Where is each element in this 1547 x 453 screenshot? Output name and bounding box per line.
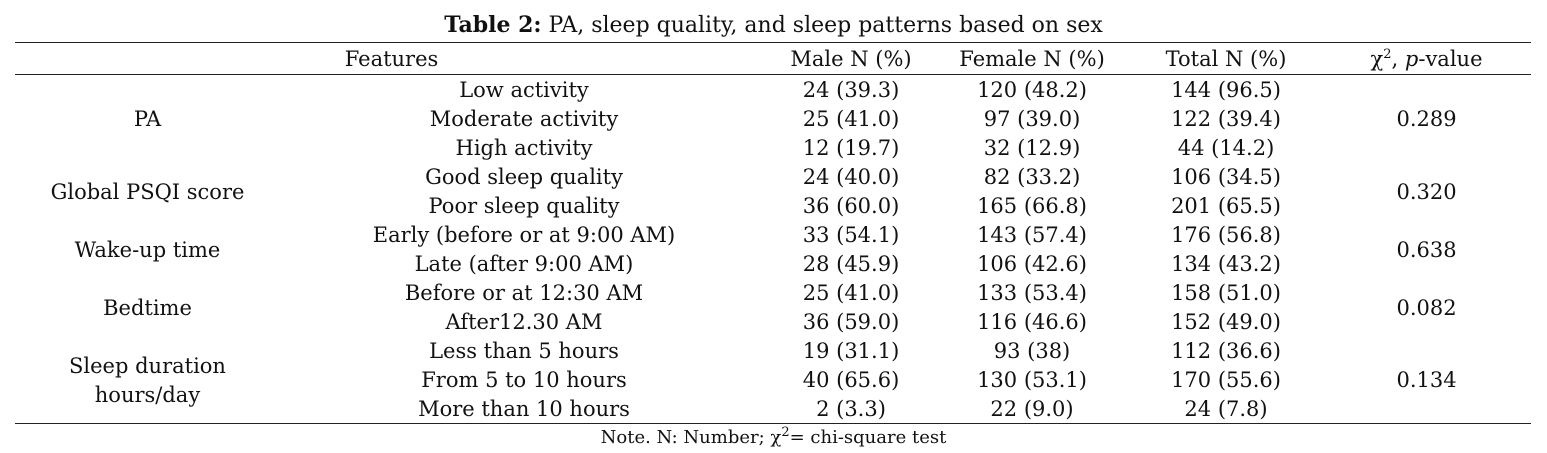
group-label-psqi: Global PSQI score xyxy=(50,179,245,204)
male-cell: 25 (41.0) xyxy=(802,107,900,131)
male-cell: 28 (45.9) xyxy=(802,252,900,276)
table-row: Bedtime Before or at 12:30 AM 25 (41.0) … xyxy=(15,279,1531,320)
female-cell: 106 (42.6) xyxy=(977,252,1087,276)
feature-cell: Moderate activity xyxy=(429,107,619,131)
top-rule xyxy=(15,42,1531,43)
table-row: After12.30 AM 36 (59.0) 116 (46.6) 152 (… xyxy=(15,308,1531,337)
header-chi-square: χ2, p-value xyxy=(1322,44,1531,74)
table-row: Moderate activity 25 (41.0) 97 (39.0) 12… xyxy=(15,105,1531,134)
table-row: PA Low activity 24 (39.3) 120 (48.2) 144… xyxy=(15,76,1531,131)
p-value-wake-up: 0.638 xyxy=(1396,237,1457,262)
total-cell: 201 (65.5) xyxy=(1171,194,1281,218)
male-cell: 2 (3.3) xyxy=(816,397,886,421)
p-value-psqi: 0.320 xyxy=(1396,179,1457,204)
male-cell: 33 (54.1) xyxy=(802,223,900,247)
male-cell: 24 (39.3) xyxy=(802,78,900,102)
female-cell: 93 (38) xyxy=(993,339,1071,363)
female-cell: 82 (33.2) xyxy=(983,165,1081,189)
female-cell: 143 (57.4) xyxy=(977,223,1087,247)
group-label-sleep-duration-text: Sleep duration hours/day xyxy=(69,353,226,407)
total-cell: 144 (96.5) xyxy=(1171,78,1281,102)
results-table: Features Male N (%) Female N (%) Total N… xyxy=(15,44,1531,424)
p-value-sleep-duration: 0.134 xyxy=(1396,368,1457,392)
feature-cell: Early (before or at 9:00 AM) xyxy=(372,223,676,247)
male-cell: 24 (40.0) xyxy=(802,165,900,189)
total-cell: 176 (56.8) xyxy=(1171,223,1281,247)
male-cell: 40 (65.6) xyxy=(802,368,900,392)
female-cell: 120 (48.2) xyxy=(977,78,1087,102)
table-row: Wake-up time Early (before or at 9:00 AM… xyxy=(15,221,1531,262)
table-row: Sleep duration hours/day Less than 5 hou… xyxy=(15,337,1531,407)
table-caption-label: Table 2: xyxy=(444,12,542,38)
total-cell: 24 (7.8) xyxy=(1184,397,1268,421)
note-suffix: = chi-square test xyxy=(789,427,947,448)
group-label-sleep-duration: Sleep duration hours/day xyxy=(15,337,280,424)
female-cell: 22 (9.0) xyxy=(990,397,1074,421)
female-cell: 130 (53.1) xyxy=(977,368,1087,392)
group-label-bedtime: Bedtime xyxy=(103,295,192,320)
feature-cell: Poor sleep quality xyxy=(428,194,620,218)
header-total: Total N (%) xyxy=(1165,47,1287,71)
table-row: More than 10 hours 2 (3.3) 22 (9.0) 24 (… xyxy=(15,395,1531,424)
female-cell: 133 (53.4) xyxy=(977,281,1087,305)
table-row: High activity 12 (19.7) 32 (12.9) 44 (14… xyxy=(15,134,1531,163)
table-row: Poor sleep quality 36 (60.0) 165 (66.8) … xyxy=(15,192,1531,221)
total-cell: 134 (43.2) xyxy=(1171,252,1281,276)
feature-cell: Less than 5 hours xyxy=(429,339,619,363)
bottom-rule xyxy=(15,423,1531,424)
feature-cell: After12.30 AM xyxy=(445,310,603,334)
header-female: Female N (%) xyxy=(959,47,1105,71)
table-note: Note. N: Number; χ2= chi-square test xyxy=(0,426,1547,450)
female-cell: 165 (66.8) xyxy=(977,194,1087,218)
feature-cell: Low activity xyxy=(459,78,589,102)
header-features: Features xyxy=(344,47,439,71)
female-cell: 32 (12.9) xyxy=(983,136,1081,160)
feature-cell: Late (after 9:00 AM) xyxy=(414,252,634,276)
male-cell: 36 (60.0) xyxy=(802,194,900,218)
feature-cell: High activity xyxy=(455,136,593,160)
total-cell: 158 (51.0) xyxy=(1171,281,1281,305)
male-cell: 36 (59.0) xyxy=(802,310,900,334)
feature-cell: From 5 to 10 hours xyxy=(421,368,627,392)
male-cell: 12 (19.7) xyxy=(802,136,900,160)
header-row: Features Male N (%) Female N (%) Total N… xyxy=(15,44,1531,74)
total-cell: 170 (55.6) xyxy=(1171,368,1281,392)
total-cell: 122 (39.4) xyxy=(1171,107,1281,131)
feature-cell: More than 10 hours xyxy=(418,397,630,421)
chi-symbol: χ xyxy=(1370,47,1384,71)
header-male: Male N (%) xyxy=(790,47,912,71)
p-value-pa: 0.289 xyxy=(1396,107,1457,131)
group-label-wake-up: Wake-up time xyxy=(74,237,221,262)
male-cell: 25 (41.0) xyxy=(802,281,900,305)
table-row: From 5 to 10 hours 40 (65.6) 130 (53.1) … xyxy=(15,366,1531,395)
note-superscript: 2 xyxy=(781,425,790,440)
note-prefix: Note. N: Number; χ xyxy=(600,427,782,448)
p-value-bedtime: 0.082 xyxy=(1396,295,1457,320)
female-cell: 116 (46.6) xyxy=(977,310,1087,334)
table-caption-text: PA, sleep quality, and sleep patterns ba… xyxy=(548,13,1103,38)
table-caption: Table 2: PA, sleep quality, and sleep pa… xyxy=(0,8,1547,43)
total-cell: 152 (49.0) xyxy=(1171,310,1281,334)
total-cell: 44 (14.2) xyxy=(1177,136,1275,160)
group-label-pa: PA xyxy=(133,107,162,131)
chi-superscript: 2 xyxy=(1383,47,1392,62)
feature-cell: Good sleep quality xyxy=(425,165,623,189)
total-cell: 112 (36.6) xyxy=(1171,339,1281,363)
male-cell: 19 (31.1) xyxy=(802,339,900,363)
total-cell: 106 (34.5) xyxy=(1171,165,1281,189)
chi-separator: , xyxy=(1391,47,1405,71)
p-italic: p xyxy=(1404,47,1419,71)
table-row: Late (after 9:00 AM) 28 (45.9) 106 (42.6… xyxy=(15,250,1531,279)
table-row: Global PSQI score Good sleep quality 24 … xyxy=(15,163,1531,204)
feature-cell: Before or at 12:30 AM xyxy=(404,281,644,305)
header-rule xyxy=(15,74,1531,75)
p-suffix: -value xyxy=(1418,47,1483,71)
female-cell: 97 (39.0) xyxy=(983,107,1081,131)
